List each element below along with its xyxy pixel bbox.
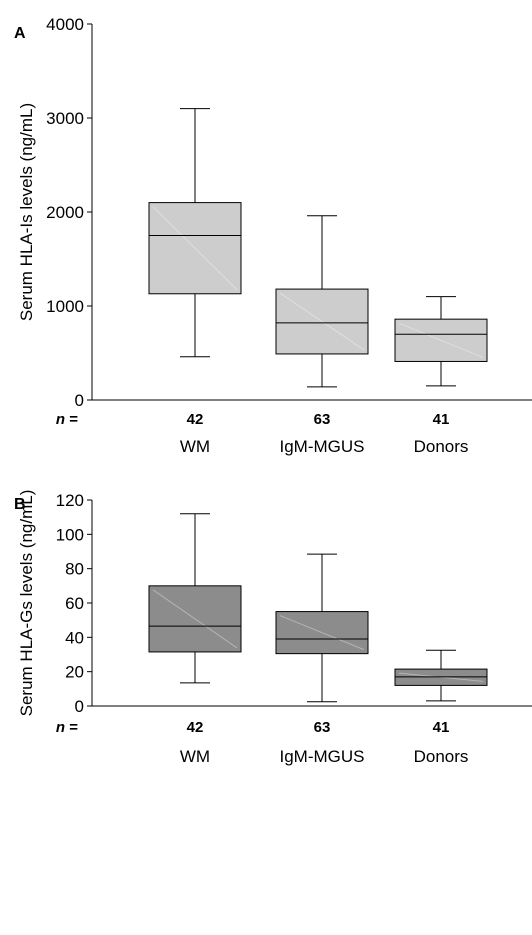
box-shine (152, 589, 238, 649)
box-shine (279, 292, 365, 351)
box-shine (152, 206, 238, 291)
box-iqr (148, 202, 242, 295)
y-tick-label: 40 (65, 628, 84, 647)
y-tick-label: 4000 (46, 15, 84, 34)
n-count-label: 41 (433, 719, 450, 736)
y-axis-label: Serum HLA-Is levels (ng/mL) (17, 103, 36, 321)
y-tick-label: 80 (65, 560, 84, 579)
box-iqr (394, 318, 488, 362)
y-tick-label: 60 (65, 594, 84, 613)
y-tick-label: 120 (56, 491, 84, 510)
n-count-label: 63 (314, 719, 331, 736)
y-tick-label: 20 (65, 663, 84, 682)
n-prefix-label: n = (56, 411, 78, 428)
n-count-label: 42 (187, 411, 204, 428)
y-tick-label: 1000 (46, 297, 84, 316)
panel-b-chart: B 0 20 40 60 80 100 120 Serum HLA-Gs levels (ng/… (14, 490, 532, 766)
category-label: Donors (414, 437, 469, 456)
box-iqr (148, 585, 242, 653)
y-axis-label: Serum HLA-Gs levels (ng/mL) (17, 490, 36, 717)
box-shine (398, 322, 484, 358)
y-tick-label: 0 (75, 391, 84, 410)
box-shine (279, 615, 365, 651)
y-tick-label: 0 (75, 697, 84, 716)
category-label: Donors (414, 747, 469, 766)
box-iqr (275, 611, 369, 655)
n-count-label: 42 (187, 719, 204, 736)
y-tick-label: 2000 (46, 203, 84, 222)
n-count-label: 41 (433, 411, 450, 428)
box-iqr (275, 288, 369, 355)
y-tick-label: 3000 (46, 109, 84, 128)
y-tick-label: 100 (56, 525, 84, 544)
category-label: WM (180, 747, 210, 766)
category-label: IgM-MGUS (280, 437, 365, 456)
category-label: WM (180, 437, 210, 456)
n-prefix-label: n = (56, 719, 78, 736)
category-label: IgM-MGUS (280, 747, 365, 766)
panel-label: B (14, 496, 26, 513)
panel-label: A (14, 25, 26, 42)
panel-a-chart: A 0 1000 2000 3000 4000 Serum HLA-Is levels (n… (14, 15, 532, 456)
n-count-label: 63 (314, 411, 331, 428)
